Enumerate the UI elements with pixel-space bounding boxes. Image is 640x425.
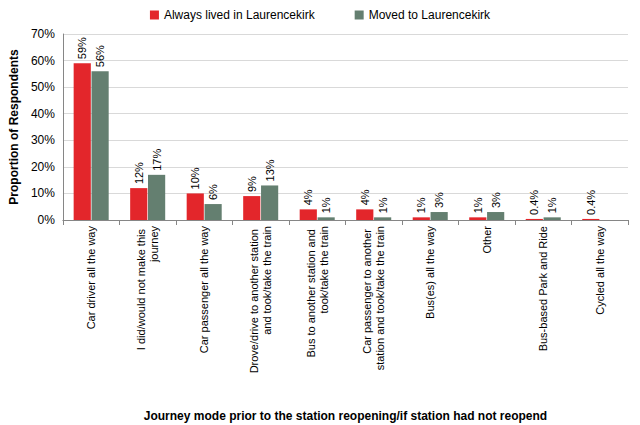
svg-text:17%: 17% bbox=[151, 149, 163, 171]
svg-text:12%: 12% bbox=[133, 162, 145, 184]
svg-text:1%: 1% bbox=[320, 197, 332, 213]
svg-text:1%: 1% bbox=[546, 197, 558, 213]
svg-text:13%: 13% bbox=[264, 159, 276, 181]
svg-text:50%: 50% bbox=[31, 80, 55, 94]
svg-text:Bus(es) all the way: Bus(es) all the way bbox=[424, 226, 436, 319]
svg-text:Car passenger to another: Car passenger to another bbox=[361, 226, 373, 354]
svg-text:40%: 40% bbox=[31, 107, 55, 121]
svg-text:4%: 4% bbox=[359, 189, 371, 205]
svg-text:70%: 70% bbox=[31, 27, 55, 41]
svg-text:I did/would not make this: I did/would not make this bbox=[135, 226, 147, 350]
svg-text:59%: 59% bbox=[76, 37, 88, 59]
svg-text:1%: 1% bbox=[415, 197, 427, 213]
svg-text:10%: 10% bbox=[189, 167, 201, 189]
svg-text:Moved to Laurencekirk: Moved to Laurencekirk bbox=[369, 8, 491, 22]
svg-text:Car passenger all the way: Car passenger all the way bbox=[198, 226, 210, 354]
svg-text:56%: 56% bbox=[94, 45, 106, 67]
svg-text:and took/take the train: and took/take the train bbox=[261, 226, 273, 335]
svg-text:Drove/drive to another station: Drove/drive to another station bbox=[248, 226, 260, 373]
svg-text:station and took/take the trai: station and took/take the train bbox=[374, 226, 386, 370]
svg-text:1%: 1% bbox=[472, 197, 484, 213]
svg-text:10%: 10% bbox=[31, 186, 55, 200]
svg-text:30%: 30% bbox=[31, 133, 55, 147]
svg-text:Car driver all the way: Car driver all the way bbox=[85, 226, 97, 330]
svg-text:1%: 1% bbox=[377, 197, 389, 213]
svg-text:0.4%: 0.4% bbox=[585, 190, 597, 215]
svg-text:Proportion of Respondents: Proportion of Respondents bbox=[7, 49, 21, 205]
svg-text:3%: 3% bbox=[490, 192, 502, 208]
svg-text:took/take the train: took/take the train bbox=[318, 226, 330, 313]
svg-text:60%: 60% bbox=[31, 54, 55, 68]
svg-text:20%: 20% bbox=[31, 160, 55, 174]
svg-text:Journey mode prior to the stat: Journey mode prior to the station reopen… bbox=[144, 409, 547, 423]
svg-text:Always lived in Laurencekirk: Always lived in Laurencekirk bbox=[164, 8, 316, 22]
svg-text:journey: journey bbox=[148, 226, 160, 264]
svg-text:6%: 6% bbox=[207, 184, 219, 200]
svg-text:9%: 9% bbox=[246, 176, 258, 192]
svg-text:0.4%: 0.4% bbox=[528, 190, 540, 215]
svg-text:4%: 4% bbox=[302, 189, 314, 205]
svg-text:3%: 3% bbox=[433, 192, 445, 208]
svg-text:Cycled all the way: Cycled all the way bbox=[594, 226, 606, 315]
svg-text:Bus-based Park and Ride: Bus-based Park and Ride bbox=[537, 226, 549, 351]
svg-text:Other: Other bbox=[481, 226, 493, 254]
svg-text:Bus to another station and: Bus to another station and bbox=[305, 226, 317, 357]
svg-text:0%: 0% bbox=[38, 213, 56, 227]
